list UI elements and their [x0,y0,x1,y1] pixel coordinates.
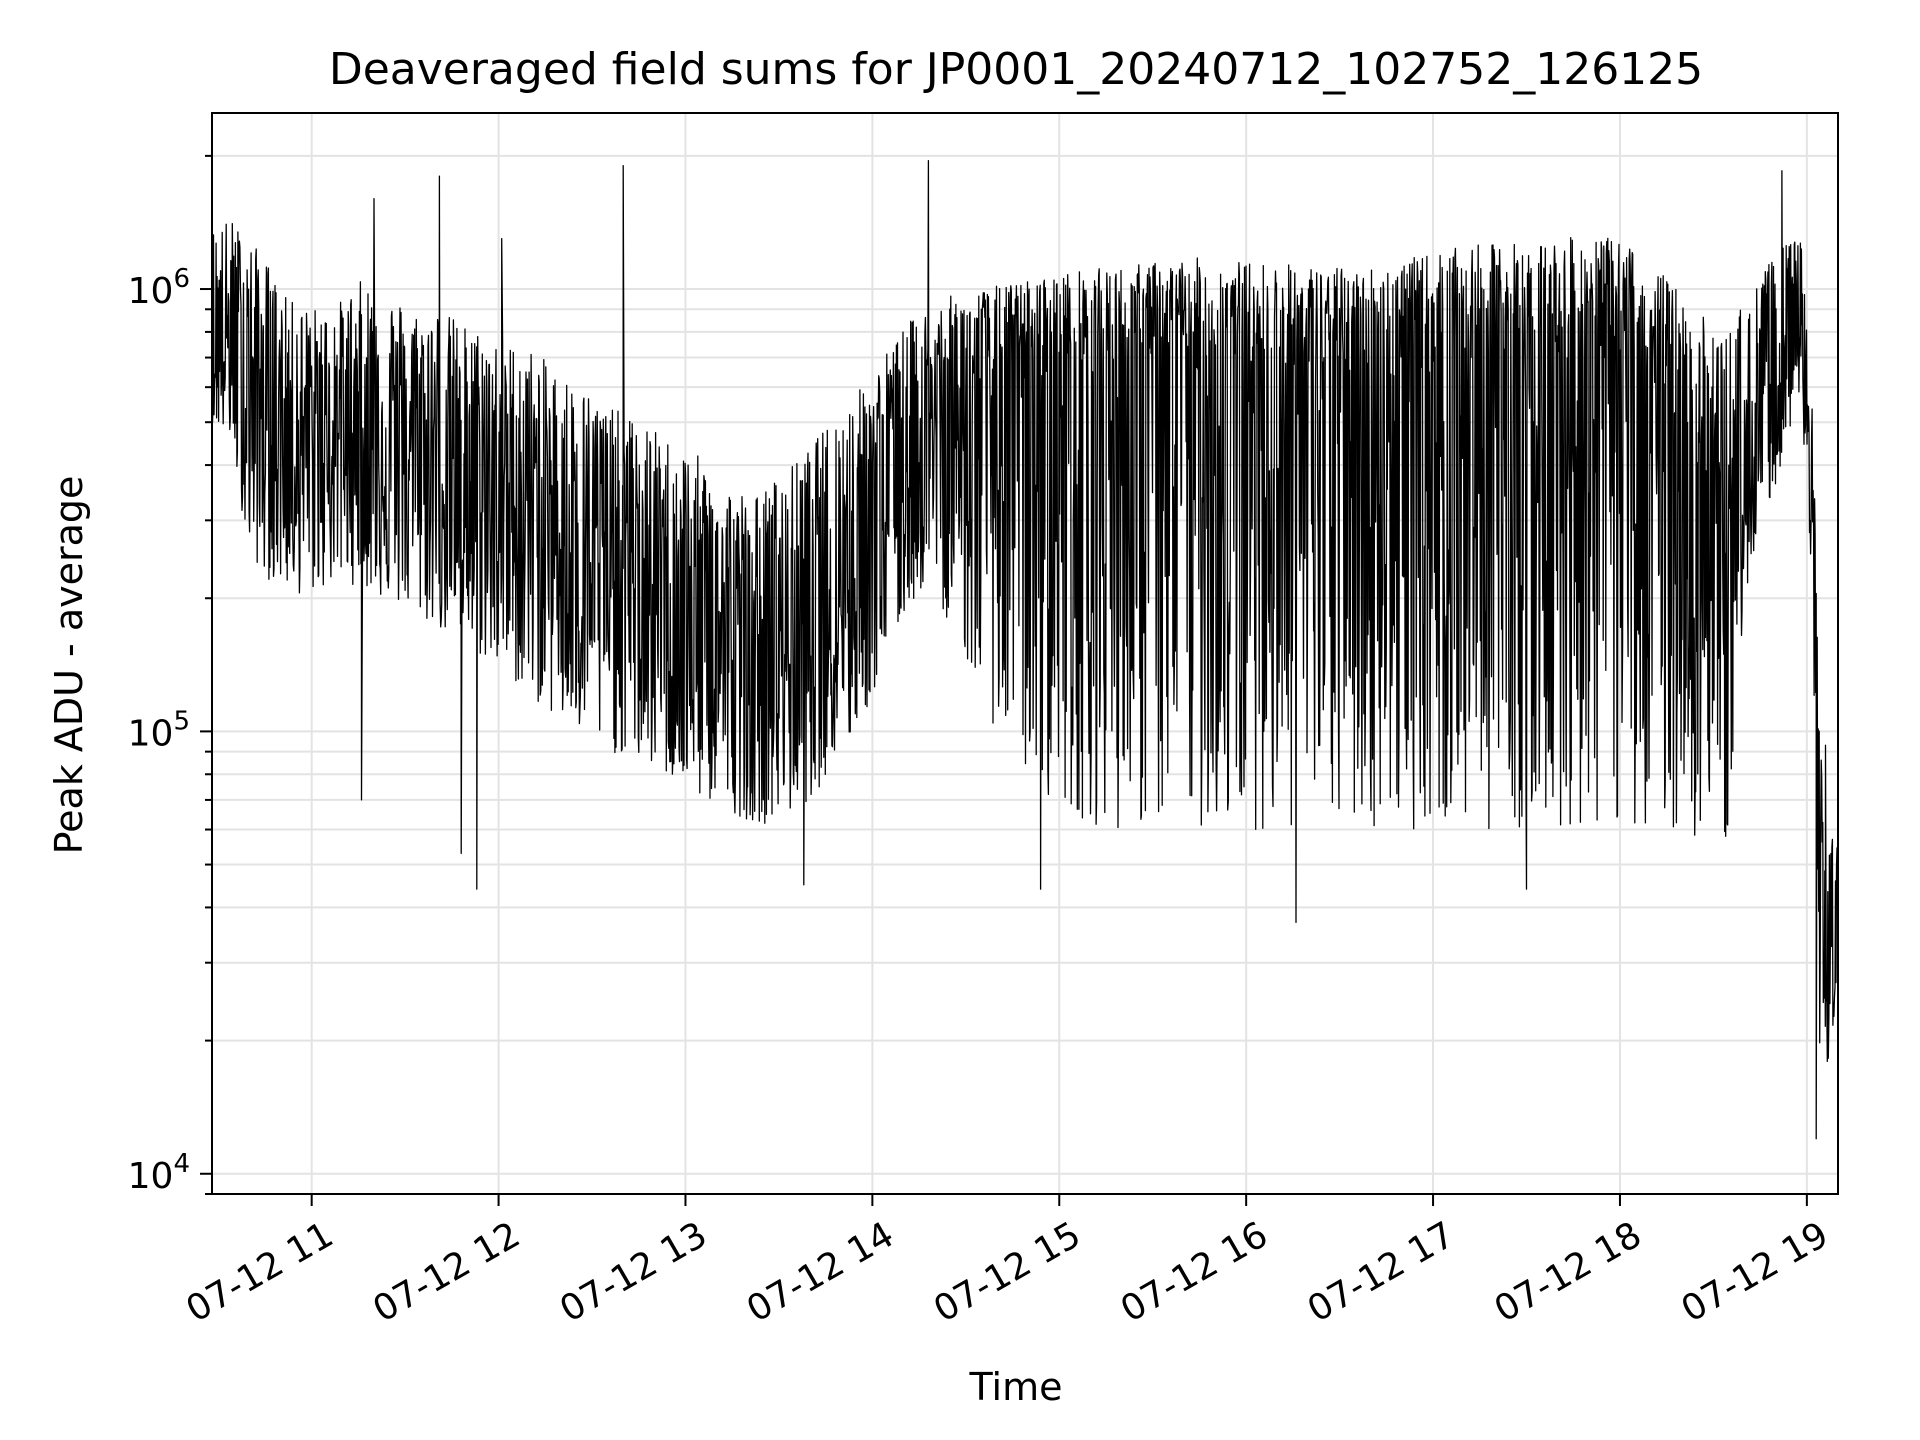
x-tick-label: 07-12 18 [1488,1214,1649,1330]
x-tick-label: 07-12 14 [740,1214,901,1330]
y-axis-label: Peak ADU - average [47,476,91,855]
x-tick-label: 07-12 16 [1114,1214,1275,1330]
y-tick-label: 105 [128,706,190,754]
x-axis-label: Time [969,1365,1063,1409]
y-tick-label: 106 [128,264,190,312]
x-tick-label: 07-12 12 [366,1214,527,1330]
x-tick-label: 07-12 11 [180,1214,341,1330]
chart-title: Deaveraged field sums for JP0001_2024071… [329,44,1703,95]
x-tick-label: 07-12 19 [1675,1214,1836,1330]
x-axis: 07-12 11 07-12 12 07-12 13 07-12 14 07-12 15… [180,1194,1836,1331]
y-axis: 104 105 106 [128,154,212,1197]
series-line [211,160,1839,1140]
plot-area-frame [211,112,1839,1195]
x-tick-label: 07-12 13 [553,1214,714,1330]
y-tick-label: 104 [128,1149,190,1197]
x-tick-label: 07-12 15 [927,1214,1088,1330]
x-tick-label: 07-12 17 [1301,1214,1462,1330]
data-line [211,160,1839,1140]
